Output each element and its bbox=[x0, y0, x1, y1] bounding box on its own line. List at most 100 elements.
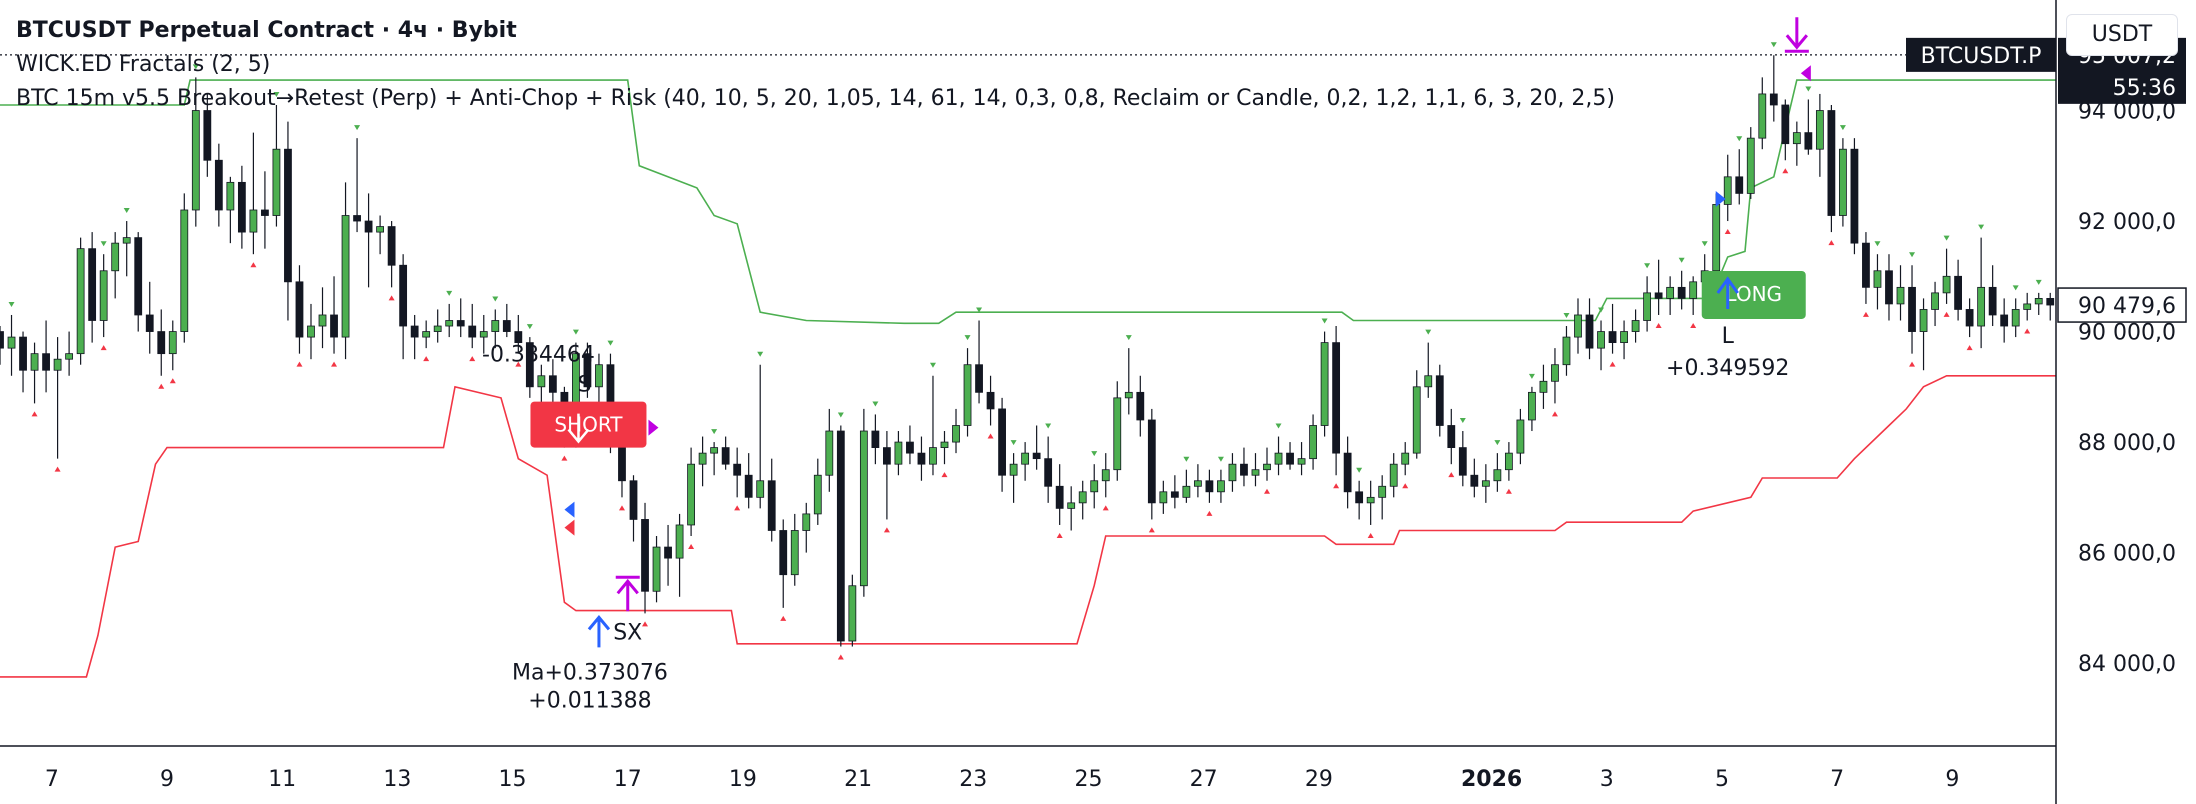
candle bbox=[479, 314, 488, 354]
candle-body bbox=[871, 430, 880, 448]
fractal-down-marker bbox=[1505, 488, 1512, 494]
candle bbox=[1885, 254, 1893, 321]
candle bbox=[940, 431, 949, 465]
candle bbox=[65, 331, 74, 376]
candle bbox=[1240, 447, 1248, 487]
fractal-down-marker bbox=[618, 505, 625, 511]
candle-body bbox=[1309, 425, 1317, 460]
price-axis[interactable]: 84 000,0 86 000,0 88 000,0 90 000,0 92 000,0… bbox=[2055, 0, 2176, 804]
time-axis[interactable]: 7 9 11 13 15 17 19 21 23 25 27 29 2026 3 5 7 9 bbox=[0, 745, 2056, 792]
fractal-down-marker bbox=[1448, 472, 1455, 478]
fractal-down-marker bbox=[1551, 411, 1558, 417]
candle bbox=[1193, 464, 1202, 498]
candle-body bbox=[1746, 137, 1755, 194]
candle-body bbox=[1124, 391, 1133, 399]
candle-body bbox=[422, 331, 431, 338]
candle bbox=[641, 502, 649, 614]
candle-body bbox=[1931, 292, 1939, 310]
candle-body bbox=[1228, 463, 1237, 482]
fractal-up-marker bbox=[8, 301, 15, 307]
candle bbox=[1723, 154, 1732, 222]
candle-body bbox=[883, 447, 891, 465]
fractal-up-marker bbox=[1770, 42, 1777, 48]
candle bbox=[1251, 453, 1260, 487]
candle bbox=[1366, 480, 1375, 525]
candle-body bbox=[1067, 502, 1076, 509]
candle bbox=[1873, 254, 1882, 310]
symbol-badge bbox=[1906, 37, 2056, 72]
symbol-title[interactable]: BTCUSDT Perpetual Contract · 4ч · Bybit bbox=[16, 18, 517, 43]
candle bbox=[7, 314, 16, 376]
fractal-up-marker bbox=[1217, 456, 1224, 462]
candle-body bbox=[88, 248, 97, 321]
candle bbox=[1470, 458, 1479, 498]
indicator-legend-fractals[interactable]: WICK.ED Fractals (2, 5) bbox=[16, 52, 271, 77]
time-tick-label: 19 bbox=[729, 767, 757, 792]
candle-body bbox=[1205, 480, 1214, 493]
candle bbox=[687, 447, 695, 537]
candle bbox=[295, 265, 304, 354]
candle-body bbox=[1458, 447, 1467, 476]
candle-body bbox=[307, 325, 315, 338]
candle bbox=[525, 337, 534, 398]
candle bbox=[1009, 453, 1018, 503]
exit-marker-icon bbox=[648, 419, 659, 436]
candle bbox=[548, 359, 557, 404]
fractal-up-marker bbox=[572, 329, 579, 335]
candle-body bbox=[1954, 275, 1962, 310]
candle bbox=[1827, 104, 1836, 233]
candle bbox=[2000, 298, 2009, 343]
candle-body bbox=[1078, 491, 1087, 504]
candle bbox=[733, 447, 742, 498]
candle-body bbox=[479, 331, 488, 338]
candle-body bbox=[1919, 309, 1928, 332]
short-arrow-icon bbox=[567, 413, 590, 444]
candle bbox=[1424, 342, 1433, 398]
candle-body bbox=[1792, 132, 1801, 145]
candle bbox=[1781, 99, 1790, 161]
long-tag: L bbox=[1722, 324, 1735, 349]
short-value: -0.384464 bbox=[482, 343, 595, 368]
trade-signals: SHORT S -0.384464 SX LONG L +0.349592 LX Ма+0.37… bbox=[482, 0, 1811, 713]
candle-body bbox=[1470, 474, 1479, 487]
candle-body bbox=[1551, 364, 1559, 382]
candle bbox=[122, 221, 131, 277]
candle-body bbox=[790, 530, 799, 576]
indicator-legend-strategy[interactable]: BTC 15m v5.5 Breakout→Retest (Perp) + An… bbox=[16, 86, 1615, 111]
candle-body bbox=[272, 148, 281, 216]
fractal-up-marker bbox=[1494, 440, 1501, 446]
candle-body bbox=[2011, 309, 2020, 327]
time-tick-label: 9 bbox=[160, 767, 174, 792]
candle bbox=[929, 375, 937, 476]
fractal-up-marker bbox=[1978, 224, 1985, 230]
candle-body bbox=[675, 524, 684, 559]
candle bbox=[664, 524, 672, 586]
fractal-down-marker bbox=[169, 378, 176, 384]
candle bbox=[767, 458, 776, 542]
fractal-up-marker bbox=[1943, 235, 1950, 241]
fractal-down-marker bbox=[1367, 532, 1374, 538]
long-value: +0.349592 bbox=[1666, 356, 1789, 381]
candle bbox=[30, 342, 39, 404]
lower-line-path bbox=[0, 375, 2056, 678]
candle bbox=[1942, 248, 1951, 304]
fractal-down-marker bbox=[1148, 527, 1155, 533]
candle-body bbox=[756, 480, 765, 498]
candle-body bbox=[99, 270, 108, 321]
candle bbox=[284, 121, 292, 321]
candle bbox=[986, 375, 995, 426]
fractal-up-marker bbox=[1091, 451, 1098, 457]
time-tick-label: 7 bbox=[1830, 767, 1844, 792]
candle bbox=[583, 342, 592, 398]
candle-body bbox=[1608, 331, 1617, 344]
candle-body bbox=[1389, 463, 1398, 487]
fractal-down-marker bbox=[561, 455, 568, 461]
candle bbox=[1504, 442, 1513, 481]
candle-body bbox=[1297, 458, 1306, 465]
candle-body bbox=[537, 375, 546, 388]
fractal-up-marker bbox=[1356, 467, 1363, 473]
short-label: SHORT bbox=[554, 413, 623, 437]
candle-body bbox=[1815, 110, 1824, 150]
currency-button[interactable]: USDT bbox=[2066, 14, 2178, 56]
